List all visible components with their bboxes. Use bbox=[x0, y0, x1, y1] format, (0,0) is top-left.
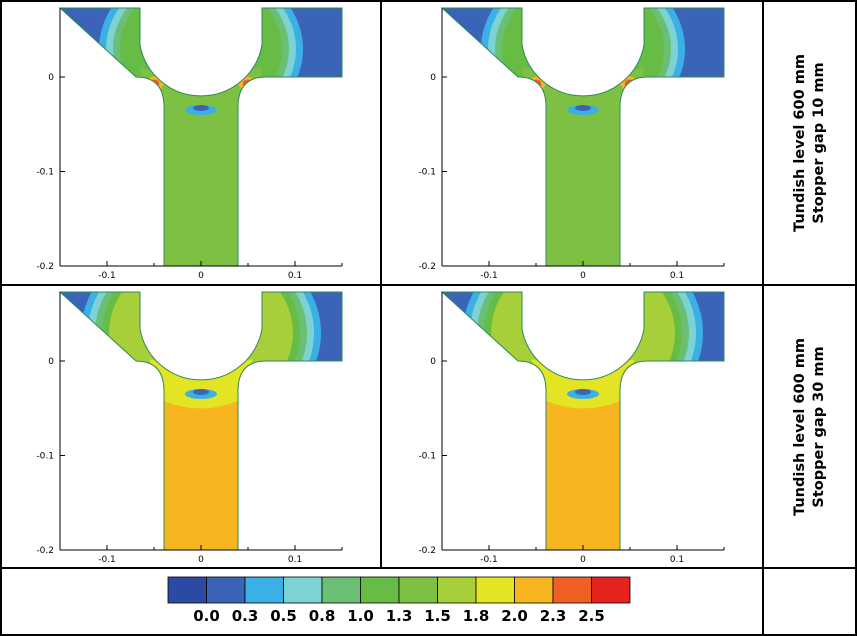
contour-panel-bottom-left: -0.1 0 0.1 0 -0.1 -0.2 bbox=[4, 288, 376, 564]
x-tick-label: -0.1 bbox=[98, 271, 116, 280]
x-tick-label: 0.1 bbox=[288, 271, 302, 280]
domain-outline bbox=[58, 7, 343, 267]
contour-band bbox=[546, 401, 620, 550]
contour-panel-top-right: -0.1 0 0.1 0 -0.1 -0.2 bbox=[386, 4, 758, 280]
stopper-rod bbox=[140, 292, 262, 380]
contour-band bbox=[575, 105, 591, 111]
legend-swatch bbox=[475, 576, 515, 604]
border-right bbox=[855, 0, 857, 636]
border-bottom bbox=[0, 634, 857, 636]
contour-band bbox=[193, 105, 209, 111]
contour-panel-top-left: -0.1 0 0.1 0 -0.1 -0.2 bbox=[4, 4, 376, 280]
legend-label: 1.0 bbox=[347, 607, 374, 625]
y-tick-label: -0.1 bbox=[418, 168, 436, 178]
x-tick-label: 0 bbox=[198, 271, 204, 280]
y-tick-label: 0 bbox=[430, 357, 436, 367]
legend-label: 2.0 bbox=[501, 607, 528, 625]
contour-band bbox=[193, 389, 209, 395]
contour-panel-bottom-right: -0.1 0 0.1 0 -0.1 -0.2 bbox=[386, 288, 758, 564]
y-tick-label: -0.1 bbox=[418, 452, 436, 462]
legend-swatch bbox=[283, 576, 323, 604]
contour-band bbox=[575, 389, 591, 395]
axes bbox=[441, 292, 725, 551]
legend-swatch bbox=[552, 576, 592, 604]
border-left bbox=[0, 0, 2, 636]
x-tick-label: 0.1 bbox=[670, 271, 684, 280]
x-tick-label: -0.1 bbox=[480, 271, 498, 280]
legend-swatch bbox=[244, 576, 284, 604]
legend-label: 0.0 bbox=[193, 607, 220, 625]
axes bbox=[59, 8, 343, 267]
y-tick-label: -0.2 bbox=[418, 262, 436, 272]
legend-label: 1.3 bbox=[386, 607, 413, 625]
legend-swatch bbox=[591, 576, 631, 604]
y-tick-label: -0.1 bbox=[36, 168, 54, 178]
legend-label: 1.5 bbox=[424, 607, 451, 625]
legend-label: 0.5 bbox=[270, 607, 297, 625]
y-tick-label: -0.1 bbox=[36, 452, 54, 462]
divider-row-1 bbox=[0, 284, 857, 286]
axes bbox=[59, 292, 343, 551]
stopper-rod bbox=[522, 8, 644, 96]
legend-label: 0.3 bbox=[232, 607, 259, 625]
border-top bbox=[0, 0, 857, 2]
domain-outline bbox=[58, 291, 343, 551]
x-tick-label: 0 bbox=[580, 271, 586, 280]
axes bbox=[441, 8, 725, 267]
legend-swatch bbox=[360, 576, 400, 604]
contour-plot-svg: -0.1 0 0.1 0 -0.1 -0.2 bbox=[418, 291, 725, 564]
contour-plot-svg: -0.1 0 0.1 0 -0.1 -0.2 bbox=[36, 7, 343, 280]
stopper-rod bbox=[140, 8, 262, 96]
legend-swatch bbox=[321, 576, 361, 604]
x-tick-label: 0.1 bbox=[670, 555, 684, 564]
divider-row-2 bbox=[0, 567, 857, 569]
contour-band bbox=[522, 67, 644, 266]
legend-label: 1.8 bbox=[463, 607, 490, 625]
y-tick-label: 0 bbox=[48, 73, 54, 83]
contour-band bbox=[140, 67, 262, 266]
stopper-rod bbox=[522, 292, 644, 380]
y-tick-label: 0 bbox=[430, 73, 436, 83]
legend-swatch bbox=[398, 576, 438, 604]
y-tick-label: -0.2 bbox=[36, 262, 54, 272]
contour-plot-svg: -0.1 0 0.1 0 -0.1 -0.2 bbox=[36, 291, 343, 564]
x-tick-label: -0.1 bbox=[480, 555, 498, 564]
legend-label: 2.3 bbox=[540, 607, 567, 625]
legend-swatch bbox=[437, 576, 477, 604]
y-tick-label: -0.2 bbox=[418, 546, 436, 556]
legend-swatch bbox=[167, 576, 207, 604]
legend-label: 0.8 bbox=[309, 607, 336, 625]
legend-swatch bbox=[206, 576, 246, 604]
legend-swatch bbox=[514, 576, 554, 604]
domain-outline bbox=[440, 291, 725, 551]
x-tick-label: 0 bbox=[580, 555, 586, 564]
domain-outline bbox=[440, 7, 725, 267]
divider-col-2 bbox=[762, 0, 764, 636]
legend-label: 2.5 bbox=[578, 607, 605, 625]
contour-plot-svg: -0.1 0 0.1 0 -0.1 -0.2 bbox=[418, 7, 725, 280]
x-tick-label: -0.1 bbox=[98, 555, 116, 564]
contour-band bbox=[164, 401, 238, 550]
x-tick-label: 0 bbox=[198, 555, 204, 564]
x-tick-label: 0.1 bbox=[288, 555, 302, 564]
y-tick-label: -0.2 bbox=[36, 546, 54, 556]
y-tick-label: 0 bbox=[48, 357, 54, 367]
